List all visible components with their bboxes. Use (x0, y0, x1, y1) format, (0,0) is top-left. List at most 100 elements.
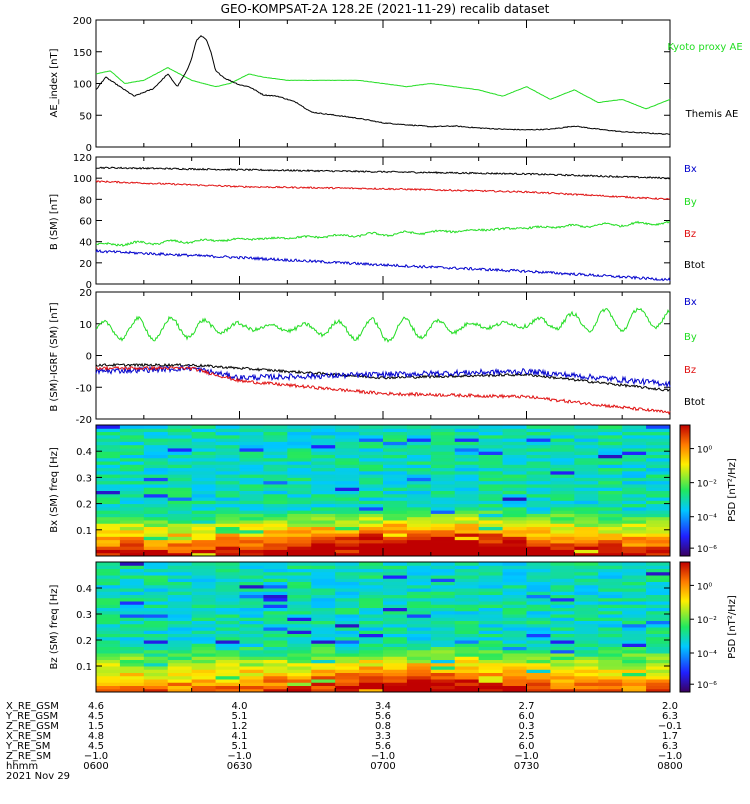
spectrogram-cell (550, 646, 575, 651)
spectrogram-cell (598, 662, 623, 667)
spectrogram-cell (454, 653, 480, 657)
spectrogram-cell (143, 513, 169, 518)
spectrogram-cell (263, 549, 288, 554)
spectrogram-cell (526, 513, 551, 518)
spectrogram-cell (574, 431, 599, 436)
spectrogram-cell (191, 565, 217, 569)
spectrogram-cell (335, 581, 360, 586)
spectrogram-cell (311, 685, 336, 690)
spectrogram-cell (622, 510, 647, 514)
spectrogram-cell (526, 620, 551, 625)
spectrogram-cell (335, 500, 360, 505)
spectrogram-cell (406, 633, 432, 638)
series-line-by (95, 220, 671, 247)
spectrogram-cell (383, 682, 408, 686)
spectrogram-cell (167, 682, 193, 686)
spectrogram-cell (119, 526, 145, 531)
spectrogram-cell (359, 529, 384, 534)
spectrogram-cell (96, 588, 121, 592)
spectrogram-cell (598, 581, 623, 586)
ephemeris-value: 5.1 (232, 711, 248, 722)
colorbar-tick-label: 10⁻² (697, 480, 717, 490)
spectrogram-cell (526, 438, 551, 442)
spectrogram-cell (598, 454, 623, 459)
spectrogram-cell (167, 562, 193, 566)
spectrogram-cell (526, 669, 551, 673)
spectrogram-cell (335, 614, 360, 618)
spectrogram-cell (622, 539, 647, 544)
spectrogram-cell (239, 627, 264, 631)
spectrogram-cell (191, 428, 217, 433)
spectrogram-cell (311, 656, 336, 660)
spectrogram-cell (550, 516, 575, 521)
spectrogram-cell (191, 516, 217, 521)
spectrogram-cell (167, 656, 193, 660)
spectrogram-cell (598, 568, 623, 573)
spectrogram-cell (646, 428, 671, 433)
spectrogram-cell (191, 581, 217, 586)
spectrogram-cell (622, 653, 647, 657)
spectrogram-cell (526, 516, 551, 521)
spectrogram-cell (454, 503, 480, 508)
spectrogram-cell (119, 500, 145, 505)
spectrogram-cell (526, 630, 551, 634)
spectrogram-cell (263, 575, 288, 579)
spectrogram-cell (574, 643, 599, 647)
spectrogram-cell (167, 649, 193, 654)
spectrogram-cell (454, 591, 480, 595)
spectrogram-cell (502, 633, 527, 638)
spectrogram-cell (359, 662, 384, 667)
spectrogram-cell (215, 581, 240, 586)
spectrogram-cell (335, 539, 360, 544)
colorbar-bz-bar (679, 561, 691, 693)
spectrogram-cell (143, 510, 169, 514)
spectrogram-cell (239, 610, 264, 615)
spectrogram-cell (454, 434, 480, 439)
spectrogram-cell (96, 623, 121, 628)
spectrogram-cell (263, 633, 288, 638)
spectrogram-cell (550, 617, 575, 621)
spectrogram-cell (646, 497, 671, 501)
spectrogram-cell (430, 519, 456, 524)
spectrogram-cell (263, 675, 288, 680)
spectrogram-cell (167, 444, 193, 449)
spectrogram-cell (239, 454, 264, 459)
spectrogram-cell (406, 539, 432, 544)
spectrogram-cell (191, 675, 217, 680)
spectrogram-cell (502, 679, 527, 683)
spectrogram-cell (478, 614, 504, 618)
spectrogram-cell (383, 457, 408, 462)
ephemeris-value: 2.0 (662, 701, 678, 712)
spectrogram-cell (406, 640, 432, 644)
spectrogram-cell (119, 666, 145, 670)
spectrogram-cell (598, 649, 623, 654)
spectrogram-cell (239, 630, 264, 634)
spectrogram-cell (359, 666, 384, 670)
spectrogram-cell (96, 646, 121, 651)
spectrogram-cell (167, 542, 193, 547)
spectrogram-cell (574, 640, 599, 644)
spectrogram-cell (526, 467, 551, 472)
spectrogram-cell (383, 659, 408, 664)
spectrogram-cell (335, 653, 360, 657)
spectrogram-cell (383, 503, 408, 508)
spectrogram-cell (406, 536, 432, 541)
spectrogram-cell (143, 614, 169, 618)
spectrogram-cell (143, 623, 169, 628)
spectrogram-cell (191, 604, 217, 608)
spectrogram-cell (430, 646, 456, 651)
spectrogram-cell (454, 656, 480, 660)
spectrogram-cell (287, 526, 312, 531)
spectrogram-cell (239, 623, 264, 628)
spectrogram-cell (167, 441, 193, 446)
spectrogram-cell (430, 480, 456, 485)
spectrogram-cell (359, 546, 384, 550)
spectrogram-cell (143, 500, 169, 505)
spectrogram-cell (574, 604, 599, 608)
spectrogram-cell (191, 503, 217, 508)
spectrogram-cell (167, 623, 193, 628)
spectrogram-cell (239, 474, 264, 478)
spectrogram-cell (526, 562, 551, 566)
spectrogram-cell (454, 425, 480, 429)
spectrogram-cell (598, 519, 623, 524)
